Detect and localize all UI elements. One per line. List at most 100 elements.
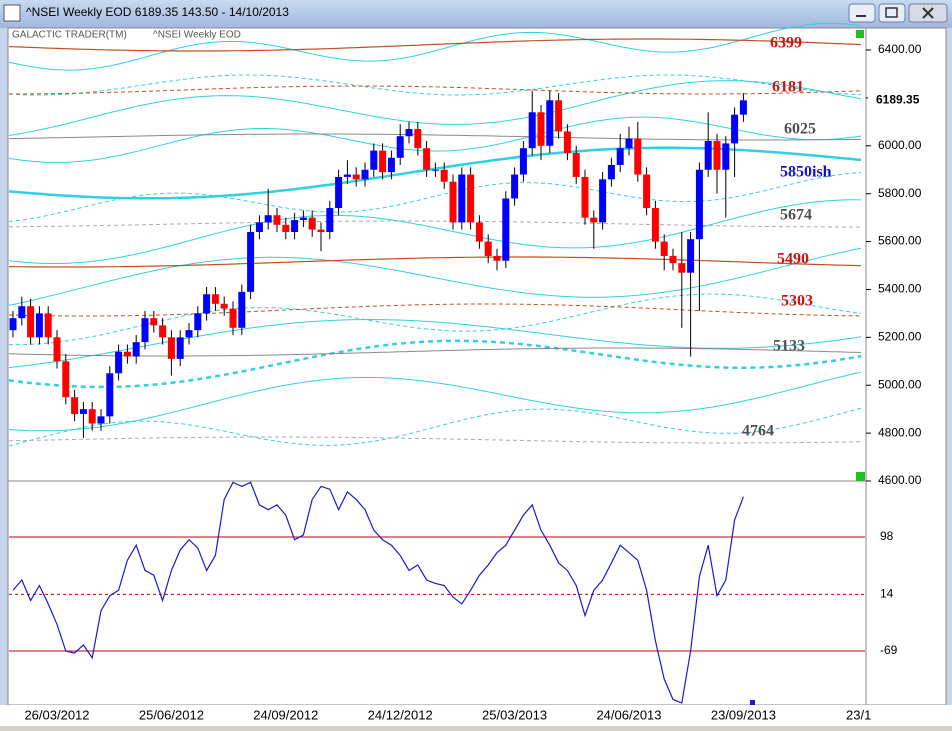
candle-body: [88, 409, 96, 424]
candle-body: [229, 308, 237, 328]
last-price-box: [868, 92, 944, 109]
candle-body: [396, 136, 404, 158]
oscillator-panel: [7, 480, 867, 706]
close-icon: [922, 7, 934, 19]
candle-body: [220, 303, 228, 309]
minimize-button[interactable]: [848, 3, 876, 23]
candle-body: [308, 217, 316, 230]
y-tick-label: 5800.00: [878, 186, 922, 200]
maximize-button[interactable]: [878, 3, 906, 23]
candle-body: [651, 208, 659, 242]
candle-body: [537, 112, 545, 146]
candle-body: [326, 208, 334, 232]
candle-body: [317, 229, 325, 232]
candle-body: [106, 373, 114, 417]
candle-body: [53, 337, 61, 362]
candle-body: [704, 141, 712, 170]
candle-body: [185, 330, 193, 338]
maximize-icon: [885, 7, 898, 18]
candle-body: [519, 148, 527, 175]
candle-body: [546, 100, 554, 146]
x-tick-label: 23/09/2013: [711, 707, 776, 722]
harmonic-curve: [8, 116, 862, 163]
candle-body: [97, 416, 105, 424]
candle-body: [502, 198, 510, 261]
harmonic-curve: [8, 38, 862, 52]
candle-body: [616, 148, 624, 165]
marker: [856, 30, 864, 38]
y-tick-label: 6400.00: [878, 42, 922, 56]
y-tick-label: 4600.00: [878, 473, 922, 487]
last-price-label: 6189.35: [876, 93, 920, 107]
candle-body: [35, 313, 43, 338]
candle-body: [555, 100, 563, 132]
candle-body: [431, 169, 439, 171]
candle-body: [475, 222, 483, 242]
app-icon: [3, 4, 21, 22]
candle-body: [123, 351, 131, 357]
candle-body: [484, 241, 492, 256]
candle-body: [176, 337, 184, 359]
y-tick-label: 98: [880, 529, 894, 543]
title-bar: [0, 0, 952, 28]
y-tick-label: 5000.00: [878, 377, 922, 391]
candle-body: [387, 157, 395, 173]
level-label: 5490: [777, 251, 809, 268]
window-title: ^NSEI Weekly EOD 6189.35 143.50 - 14/10/…: [26, 5, 289, 19]
y-tick-label: 6000.00: [878, 138, 922, 152]
candle-body: [687, 239, 695, 273]
candle-body: [335, 176, 343, 209]
candle-body: [634, 138, 642, 175]
level-label: 6399: [770, 35, 802, 52]
candle-body: [71, 397, 79, 414]
candle-body: [18, 306, 26, 319]
harmonic-curve: [8, 318, 862, 369]
candle-body: [291, 220, 299, 232]
marker: [856, 472, 865, 481]
candle-body: [528, 112, 536, 149]
candle-body: [739, 100, 747, 115]
y-tick-label: -69: [880, 643, 898, 657]
harmonic-curve: [8, 199, 862, 264]
level-label: 5850ish: [780, 164, 832, 181]
candle-body: [132, 342, 140, 357]
candle-body: [643, 174, 651, 209]
candle-body: [467, 174, 475, 223]
harmonic-curve: [8, 22, 862, 71]
candle-body: [282, 224, 290, 232]
level-label: 4764: [742, 423, 774, 440]
y-tick-label: 5600.00: [878, 234, 922, 248]
candle-body: [273, 215, 281, 225]
candle-body: [423, 148, 431, 170]
level-label: 5303: [781, 293, 813, 310]
harmonic-curve: [8, 256, 862, 268]
candle-body: [299, 217, 307, 221]
candle-body: [713, 141, 721, 170]
candle-body: [440, 169, 448, 182]
x-tick-label: 23/1: [846, 707, 871, 722]
candle-body: [194, 313, 202, 331]
candle-body: [511, 174, 519, 199]
harmonic-curve: [8, 303, 862, 317]
candle-body: [211, 294, 219, 304]
candle-body: [379, 150, 387, 173]
marker: [750, 700, 755, 705]
x-tick-label: 24/09/2012: [253, 707, 318, 722]
candle-body: [607, 164, 615, 180]
candle-body: [203, 294, 211, 314]
candle-body: [405, 129, 413, 137]
harmonic-curve: [8, 247, 862, 306]
candle-body: [731, 114, 739, 144]
harmonic-curve: [8, 133, 862, 141]
x-tick-label: 24/12/2012: [368, 707, 433, 722]
candle-body: [352, 174, 360, 180]
harmonic-curve: [8, 80, 862, 136]
candle-body: [264, 215, 272, 223]
x-tick-label: 24/06/2013: [596, 707, 661, 722]
candle-body: [493, 255, 501, 261]
candle-body: [599, 179, 607, 223]
chart-subtitle: ^NSEI Weekly EOD: [153, 30, 241, 41]
candle-body: [695, 169, 703, 240]
